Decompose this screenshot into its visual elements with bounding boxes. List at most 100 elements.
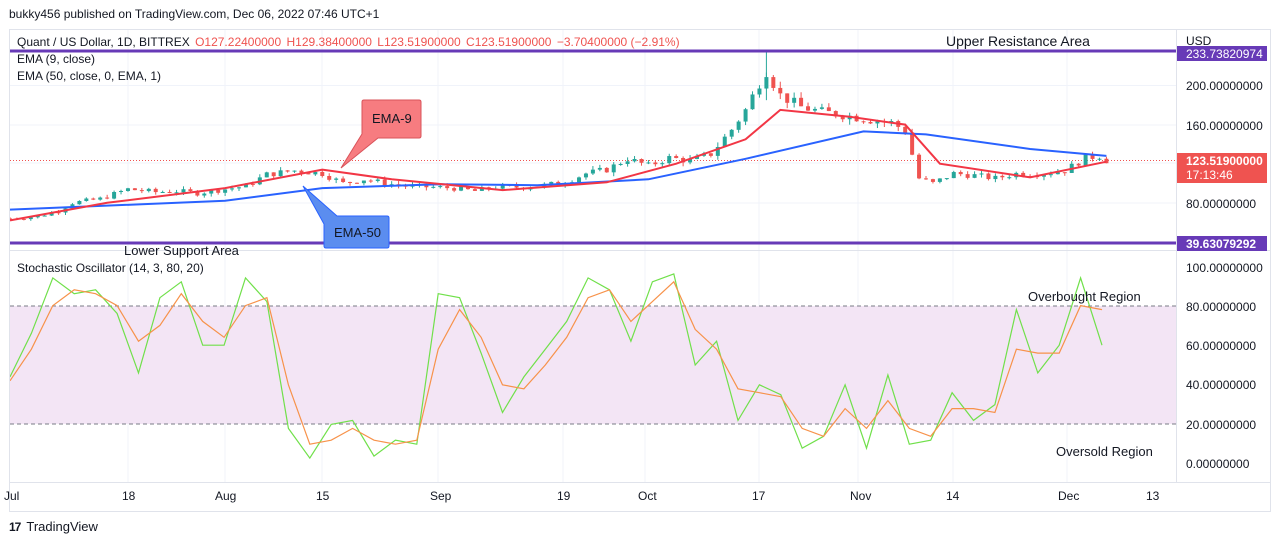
candle-body bbox=[889, 121, 894, 123]
candle-body bbox=[42, 215, 47, 217]
candle-body bbox=[799, 97, 804, 107]
candle-body bbox=[875, 121, 880, 124]
candle-body bbox=[660, 163, 665, 165]
candle-body bbox=[1097, 158, 1102, 160]
lower-support-label: Lower Support Area bbox=[124, 243, 240, 258]
oversold-label: Oversold Region bbox=[1056, 444, 1153, 459]
candle-body bbox=[597, 167, 602, 170]
candle-body bbox=[271, 172, 276, 177]
candle-body bbox=[368, 180, 373, 182]
candle-body bbox=[1083, 154, 1088, 166]
osc-axis[interactable]: 100.00000000 80.00000000 60.00000000 40.… bbox=[1186, 261, 1263, 471]
candle-body bbox=[806, 106, 811, 111]
candle-body bbox=[646, 162, 651, 164]
ema50-line bbox=[10, 130, 1107, 211]
candle-body bbox=[632, 159, 637, 162]
candle-body bbox=[583, 173, 588, 178]
candle-body bbox=[250, 183, 255, 185]
close-value: C123.51900000 bbox=[466, 35, 552, 49]
current-price-text: 123.51900000 bbox=[1186, 154, 1263, 168]
candle-body bbox=[243, 183, 248, 188]
candle-body bbox=[681, 158, 686, 163]
candle-body bbox=[306, 173, 311, 175]
candle-body bbox=[785, 93, 790, 103]
candle-body bbox=[708, 153, 713, 156]
candle-body bbox=[98, 197, 103, 200]
candle-body bbox=[479, 187, 484, 191]
candle-body bbox=[35, 215, 40, 218]
candle-body bbox=[792, 97, 797, 103]
high-value: H129.38400000 bbox=[286, 35, 372, 49]
candle-body bbox=[320, 171, 325, 176]
time-tick: Aug bbox=[215, 489, 236, 503]
ema50-legend[interactable]: EMA (50, close, 0, EMA, 1) bbox=[17, 69, 162, 83]
support-tag-text: 39.63079292 bbox=[1186, 237, 1256, 251]
candle-body bbox=[590, 169, 595, 174]
candle-body bbox=[452, 188, 457, 191]
currency-label: USD bbox=[1186, 34, 1212, 48]
time-axis[interactable]: Jul 18 Aug 15 Sep 19 Oct 17 Nov 14 Dec 1… bbox=[4, 489, 1160, 503]
candle-body bbox=[299, 170, 304, 174]
candle-body bbox=[285, 170, 290, 172]
candle-body bbox=[153, 188, 158, 193]
candle-body bbox=[438, 186, 443, 188]
ema9-legend[interactable]: EMA (9, close) bbox=[17, 52, 96, 66]
ema9-callout-label: EMA-9 bbox=[372, 111, 412, 126]
time-tick: Sep bbox=[430, 489, 452, 503]
tradingview-footer[interactable]: 17 TradingView bbox=[9, 519, 98, 534]
candle-body bbox=[917, 154, 922, 179]
price-axis[interactable]: USD 233.73820974 200.00000000 160.000000… bbox=[1177, 34, 1267, 251]
time-tick: 15 bbox=[316, 489, 330, 503]
osc-tick: 20.00000000 bbox=[1186, 418, 1256, 432]
main-legend[interactable]: Quant / US Dollar, 1D, BITTREX O127.2240… bbox=[17, 35, 682, 49]
candle-body bbox=[618, 163, 623, 165]
candle-body bbox=[826, 107, 831, 112]
candle-body bbox=[292, 170, 297, 172]
candle-body bbox=[237, 187, 241, 189]
candle-body bbox=[230, 188, 235, 190]
candle-body bbox=[903, 126, 908, 133]
candle-body bbox=[466, 186, 470, 190]
candle-body bbox=[146, 188, 151, 192]
candle-body bbox=[1000, 175, 1005, 178]
candle-body bbox=[1076, 163, 1081, 166]
open-value: O127.22400000 bbox=[195, 35, 282, 49]
osc-tick: 100.00000000 bbox=[1186, 261, 1263, 275]
stoch-d-line bbox=[10, 280, 1103, 445]
candle-body bbox=[341, 178, 346, 182]
candle-body bbox=[736, 121, 741, 130]
candle-body bbox=[972, 174, 977, 178]
candle-body bbox=[750, 94, 755, 110]
ema50-callout: EMA-50 bbox=[302, 185, 390, 249]
candle-body bbox=[181, 189, 186, 193]
candle-body bbox=[10, 218, 12, 220]
candle-body bbox=[195, 191, 200, 196]
candle-body bbox=[1021, 172, 1026, 177]
osc-tick: 40.00000000 bbox=[1186, 378, 1256, 392]
support-tag bbox=[1177, 236, 1267, 251]
candle-body bbox=[577, 177, 582, 183]
candle-body bbox=[28, 217, 33, 220]
price-tick: 80.00000000 bbox=[1186, 197, 1256, 211]
candle-body bbox=[722, 136, 727, 148]
candle-body bbox=[459, 186, 464, 191]
candle-body bbox=[771, 77, 776, 88]
candle-body bbox=[868, 121, 873, 124]
candle-body bbox=[965, 174, 970, 178]
candle-body bbox=[778, 87, 783, 94]
candle-body bbox=[514, 185, 519, 188]
candle-body bbox=[56, 212, 61, 214]
change-value: −3.70400000 (−2.91%) bbox=[556, 35, 680, 49]
stoch-legend[interactable]: Stochastic Oscillator (14, 3, 80, 20) bbox=[17, 261, 204, 275]
osc-tick: 80.00000000 bbox=[1186, 300, 1256, 314]
candle-body bbox=[375, 179, 380, 182]
time-tick: Oct bbox=[638, 489, 657, 503]
candle-body bbox=[840, 116, 845, 120]
candle-body bbox=[639, 159, 644, 163]
time-tick: 17 bbox=[752, 489, 766, 503]
candle-body bbox=[993, 175, 998, 180]
candle-body bbox=[1055, 172, 1060, 175]
brand-label: TradingView bbox=[26, 519, 98, 534]
chart-frame bbox=[9, 29, 1271, 512]
